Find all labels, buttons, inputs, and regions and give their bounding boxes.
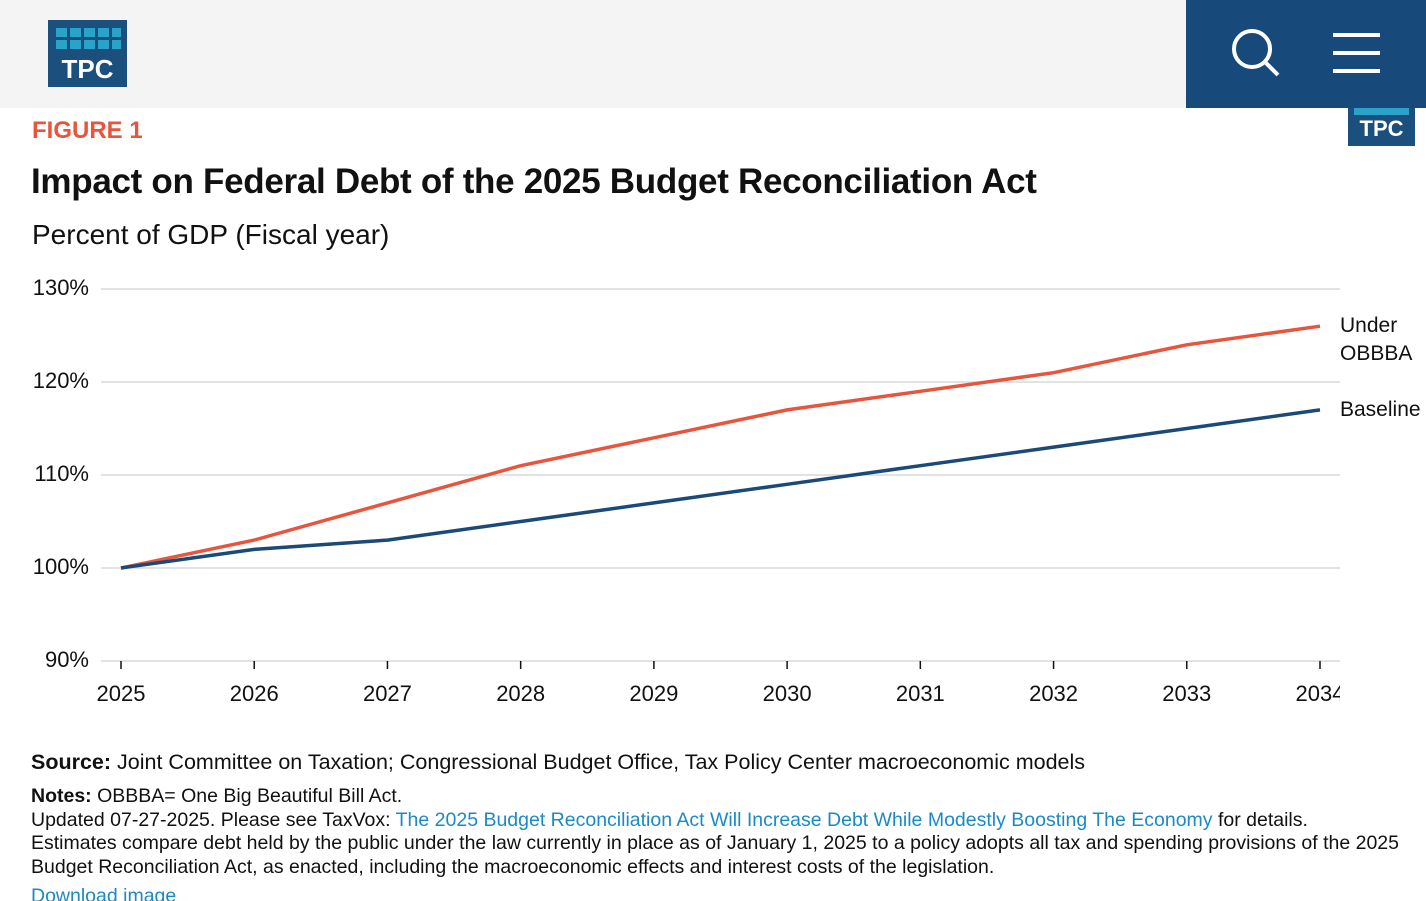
x-tick-label: 2033 [1162, 681, 1211, 706]
y-tick-label: 100% [33, 554, 89, 579]
x-tick-label: 2034 [1296, 681, 1340, 706]
small-logo-text: TPC [1359, 116, 1404, 141]
source: Source: Joint Committee on Taxation; Con… [31, 750, 1411, 775]
taxvox-link[interactable]: The 2025 Budget Reconciliation Act Will … [395, 808, 1213, 831]
x-tick-label: 2031 [896, 681, 945, 706]
nav-block [1186, 0, 1426, 108]
x-tick-label: 2025 [97, 681, 146, 706]
chart-title: Impact on Federal Debt of the 2025 Budge… [31, 162, 1037, 201]
y-tick-label: 130% [33, 275, 89, 300]
series-line [120, 324, 1321, 570]
menu-icon[interactable] [1333, 33, 1380, 73]
estimates: Estimates compare debt held by the publi… [31, 832, 1399, 878]
notes: Notes: OBBBA= One Big Beautiful Bill Act… [31, 785, 1411, 901]
download-link[interactable]: Download image [31, 885, 177, 901]
updated: Updated 07-27-2025. Please see TaxVox: [31, 808, 391, 831]
y-tick-label: 120% [33, 368, 89, 393]
search-icon[interactable] [1232, 29, 1280, 77]
x-tick-label: 2026 [230, 681, 279, 706]
logo-grid [56, 28, 121, 49]
figure-label: FIGURE 1 [32, 117, 143, 144]
x-tick-label: 2027 [363, 681, 412, 706]
chart: 90% 100% 110% 120% 130% 2025 2026 2027 2028 2029 2… [33, 275, 1340, 706]
y-tick-label: 90% [45, 647, 89, 672]
logo[interactable]: TPC [48, 20, 127, 87]
x-tick-label: 2029 [629, 681, 678, 706]
series-label: Under OBBBA [1340, 314, 1413, 366]
series-label: Baseline [1340, 397, 1421, 421]
x-tick-label: 2028 [496, 681, 545, 706]
small-logo: TPC [1348, 108, 1415, 146]
x-tick-label: 2032 [1029, 681, 1078, 706]
y-tick-label: 110% [34, 461, 89, 486]
chart-subtitle: Percent of GDP (Fiscal year) [32, 219, 390, 250]
notes-label: Notes: [31, 785, 92, 807]
nav-icons [1232, 29, 1380, 77]
notes-text: OBBBA= One Big Beautiful Bill Act. [97, 785, 403, 807]
source-label: Source: [31, 750, 112, 774]
after-link: for details. [1217, 808, 1308, 831]
series-line [120, 408, 1321, 570]
source-text: Joint Committee on Taxation; Congression… [117, 750, 1086, 774]
x-tick-label: 2030 [763, 681, 812, 706]
logo-text: TPC [61, 54, 114, 84]
